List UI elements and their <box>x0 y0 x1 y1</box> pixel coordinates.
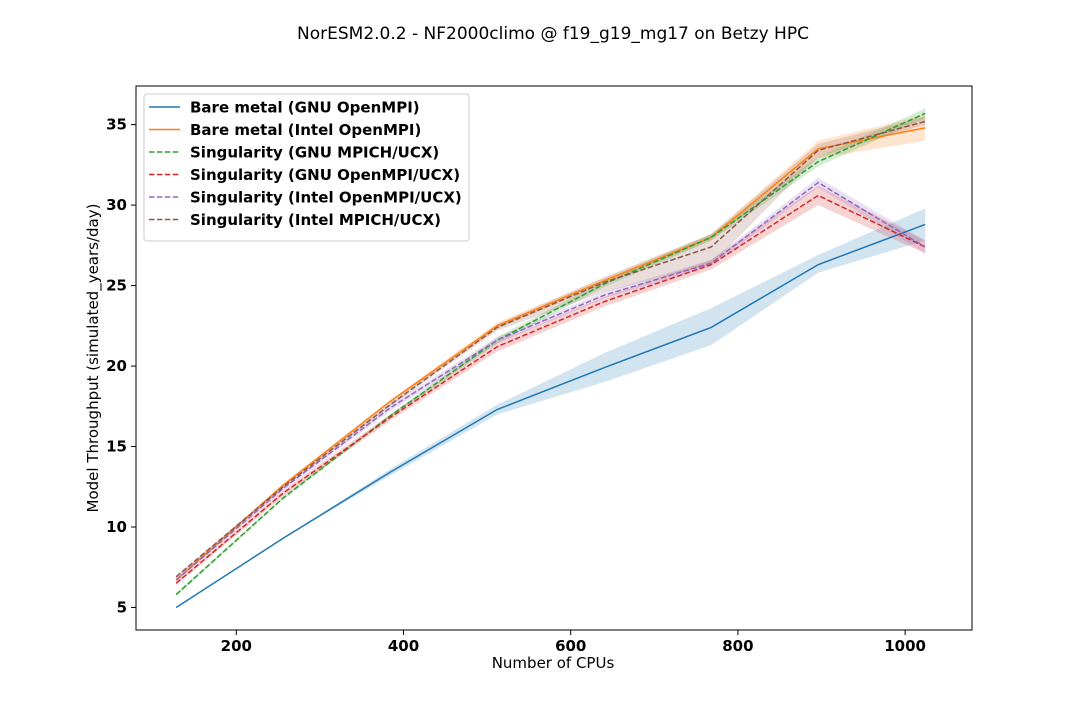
axes-frame <box>135 85 973 631</box>
confidence-band-5 <box>176 116 926 579</box>
plot-area: 200 400 600 800 1000 5 10 15 20 25 30 35 <box>106 85 973 655</box>
confidence-band-0 <box>176 208 926 608</box>
x-tick-label: 600 <box>555 637 586 655</box>
series-line-4 <box>175 181 926 581</box>
x-tick-label: 400 <box>388 637 419 655</box>
x-tick-label: 1000 <box>884 637 926 655</box>
legend-label-1: Bare metal (Intel OpenMPI) <box>190 121 421 139</box>
legend-label-0: Bare metal (GNU OpenMPI) <box>190 99 420 117</box>
series-line-5 <box>175 120 926 578</box>
y-tick-label: 15 <box>106 438 127 456</box>
legend-label-3: Singularity (GNU OpenMPI/UCX) <box>190 166 460 184</box>
series-line-3 <box>175 194 926 584</box>
x-tick-label: 800 <box>722 637 753 655</box>
legend-label-2: Singularity (GNU MPICH/UCX) <box>190 144 439 162</box>
x-axis-label: Number of CPUs <box>492 654 615 672</box>
y-axis-label: Model Throughput (simulated_years/day) <box>84 204 103 513</box>
series-line-2 <box>175 112 926 596</box>
y-tick-label: 35 <box>106 116 127 134</box>
chart-title: NorESM2.0.2 - NF2000climo @ f19_g19_mg17… <box>297 24 809 44</box>
y-tick-label: 5 <box>117 598 127 616</box>
series-line-1 <box>175 127 926 581</box>
legend-label-5: Singularity (Intel MPICH/UCX) <box>190 211 441 229</box>
legend: Bare metal (GNU OpenMPI) Bare metal (Inte… <box>143 93 470 242</box>
legend-box <box>143 93 470 242</box>
y-tick-label: 25 <box>106 277 127 295</box>
y-tick-label: 10 <box>106 518 127 536</box>
legend-label-4: Singularity (Intel OpenMPI/UCX) <box>190 189 462 207</box>
y-tick-label: 30 <box>106 196 127 214</box>
x-tick-label: 200 <box>221 637 252 655</box>
series-line-0 <box>175 223 926 609</box>
y-tick-label: 20 <box>106 357 127 375</box>
